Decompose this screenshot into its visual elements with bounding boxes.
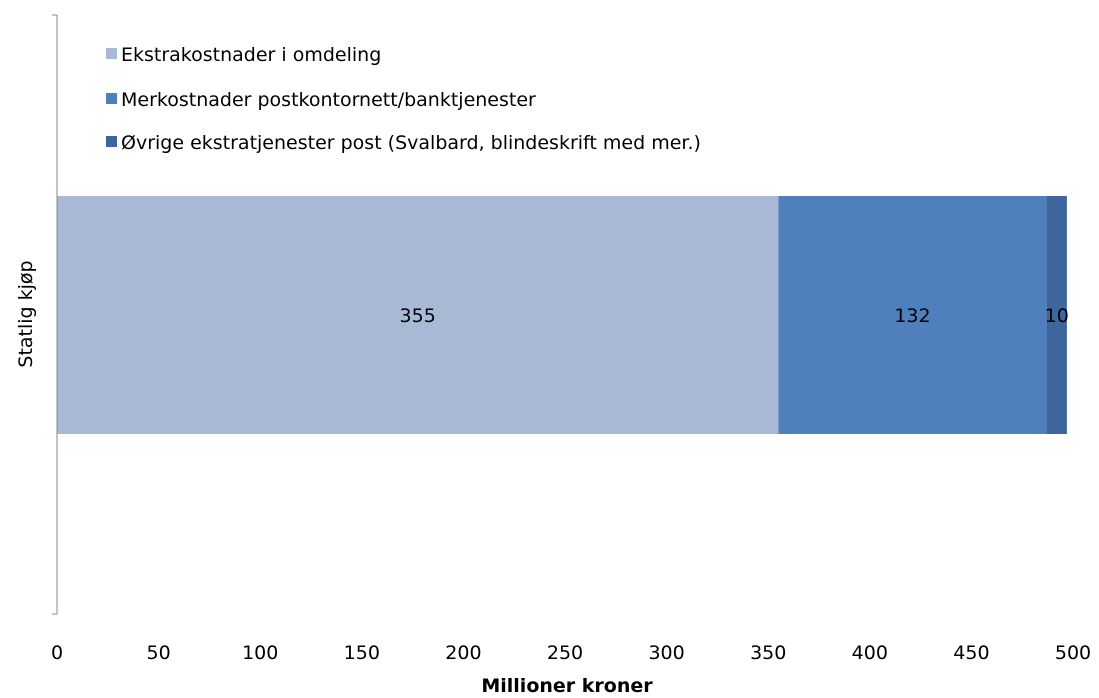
x-tick-label: 200 (445, 642, 481, 664)
data-label-1: 355 (400, 305, 436, 327)
x-tick-label: 250 (547, 642, 583, 664)
data-label-2: 132 (894, 305, 930, 327)
legend-label-3: Øvrige ekstratjenester post (Svalbard, b… (121, 132, 701, 154)
x-tick-label: 100 (242, 642, 278, 664)
legend-swatch-3 (106, 136, 117, 147)
x-axis-label: Millioner kroner (481, 675, 653, 697)
x-tick-label: 300 (648, 642, 684, 664)
legend-label-2: Merkostnader postkontornett/banktjeneste… (121, 89, 536, 111)
data-label-3: 10 (1045, 305, 1069, 327)
x-tick-label: 150 (344, 642, 380, 664)
x-tick-label: 400 (852, 642, 888, 664)
legend-label-1: Ekstrakostnader i omdeling (121, 44, 381, 66)
legend: Ekstrakostnader i omdeling Merkostnader p… (106, 44, 701, 154)
axes (52, 14, 58, 615)
legend-swatch-1 (106, 48, 117, 59)
bar-segment-1 (57, 196, 779, 434)
bars: 355 132 10 (57, 196, 1069, 434)
x-tick-label: 500 (1055, 642, 1091, 664)
x-tick-label: 0 (51, 642, 63, 664)
bar-segment-3 (1046, 196, 1067, 434)
x-tick-labels: 0 50 100 150 200 250 300 350 400 450 500 (51, 642, 1091, 664)
x-tick-label: 450 (953, 642, 989, 664)
x-tick-label: 50 (147, 642, 171, 664)
x-tick-label: 350 (750, 642, 786, 664)
y-axis-label: Statlig kjøp (15, 260, 37, 367)
bar-segment-2 (778, 196, 1047, 434)
legend-swatch-2 (106, 93, 117, 104)
